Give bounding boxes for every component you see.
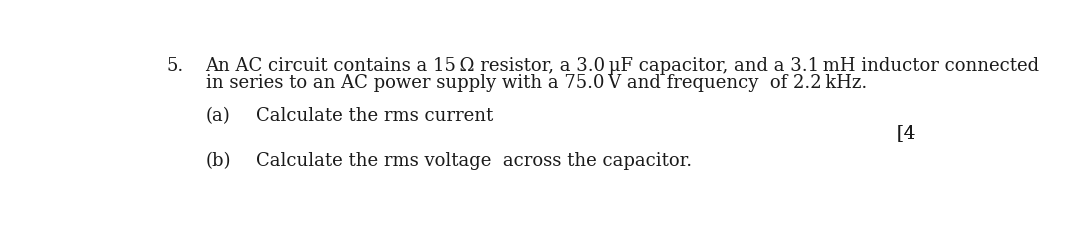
Text: (a): (a) [205,107,230,125]
Text: [4: [4 [897,124,919,142]
Text: Calculate the rms current: Calculate the rms current [256,107,493,125]
Text: An AC circuit contains a 15 Ω resistor, a 3.0 μF capacitor, and a 3.1 mH inducto: An AC circuit contains a 15 Ω resistor, … [205,57,1039,75]
Text: [4: [4 [897,124,919,142]
Text: Calculate the rms voltage  across the capacitor.: Calculate the rms voltage across the cap… [256,152,692,170]
Text: in series to an AC power supply with a 75.0 V and frequency  of 2.2 kHz.: in series to an AC power supply with a 7… [205,74,867,92]
Text: 5.: 5. [167,57,184,75]
Text: (b): (b) [205,152,231,170]
